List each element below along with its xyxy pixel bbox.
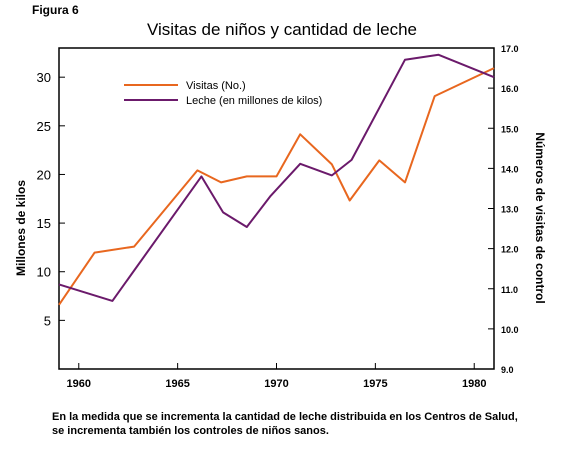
caption-line-1: En la medida que se incrementa la cantid… <box>52 411 518 423</box>
y-left-tick-label: 15 <box>37 216 51 231</box>
legend: Visitas (No.) Leche (en millones de kilos… <box>124 80 322 107</box>
y-right-tick-label: 17.0 <box>501 44 519 54</box>
y-left-tick-label: 30 <box>37 70 51 85</box>
x-tick-label: 1960 <box>67 378 91 390</box>
legend-label: Visitas (No.) <box>186 80 246 92</box>
y-left-tick-label: 20 <box>37 167 51 182</box>
y-left-tick-label: 10 <box>37 265 51 280</box>
figure-label: Figura 6 <box>32 3 79 17</box>
y-axis-left-label: Millones de kilos <box>14 180 28 276</box>
caption-line-2: se incrementa también los controles de n… <box>52 425 329 437</box>
x-tick-label: 1980 <box>462 378 486 390</box>
figure-caption: En la medida que se incrementa la cantid… <box>52 410 542 438</box>
y-right-tick-label: 10.0 <box>501 325 519 335</box>
x-tick-label: 1975 <box>363 378 387 390</box>
y-right-tick-label: 15.0 <box>501 124 519 134</box>
x-tick-label: 1965 <box>165 378 189 390</box>
series-line-leche <box>58 53 495 302</box>
y-left-tick-label: 5 <box>44 313 51 328</box>
y-right-tick-label: 13.0 <box>501 205 519 215</box>
y-right-tick-label: 16.0 <box>501 84 519 94</box>
y-left-tick-label: 25 <box>37 119 51 134</box>
y-right-tick-label: 11.0 <box>501 285 518 295</box>
y-right-tick-label: 14.0 <box>501 164 519 174</box>
y-right-tick-label: 12.0 <box>501 245 519 255</box>
y-axis-right-label: Números de visitas de control <box>533 132 547 303</box>
axes-layer: 1960 1965 1970 1975 1980 5 10 15 20 25 30 9.0 10.0 11… <box>37 44 519 390</box>
legend-label: Leche (en millones de kilos) <box>186 95 322 107</box>
chart-title: Visitas de niños y cantidad de leche <box>147 20 417 39</box>
x-tick-label: 1970 <box>264 378 288 390</box>
y-right-tick-label: 9.0 <box>501 365 514 375</box>
series-line-visitas <box>58 67 495 306</box>
series-layer <box>58 53 495 306</box>
